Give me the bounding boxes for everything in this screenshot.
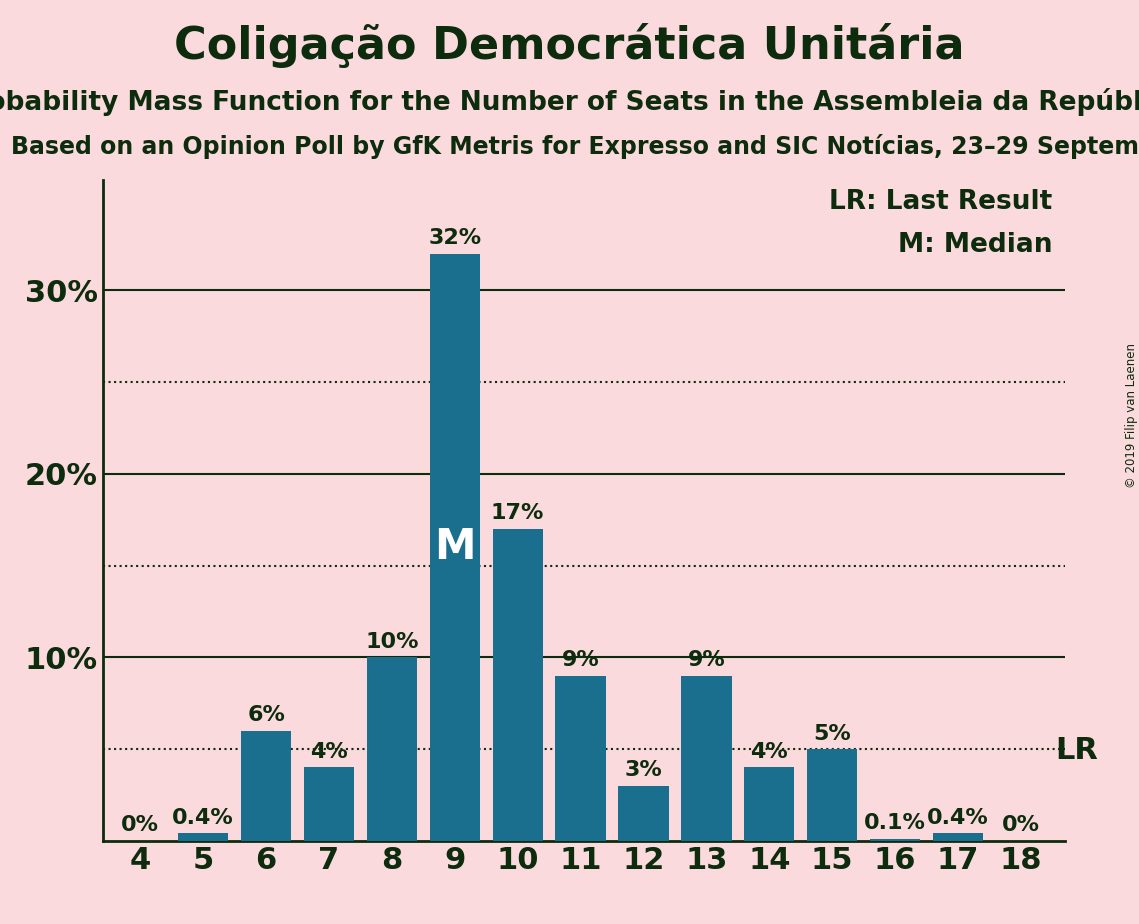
Text: 6%: 6% bbox=[247, 705, 285, 725]
Text: 0.1%: 0.1% bbox=[865, 813, 926, 833]
Bar bbox=[429, 253, 480, 841]
Bar bbox=[367, 657, 417, 841]
Text: 9%: 9% bbox=[688, 650, 726, 670]
Text: 9%: 9% bbox=[562, 650, 599, 670]
Text: 4%: 4% bbox=[751, 742, 788, 762]
Bar bbox=[304, 768, 354, 841]
Text: 0%: 0% bbox=[1002, 815, 1040, 835]
Bar bbox=[618, 785, 669, 841]
Text: 32%: 32% bbox=[428, 228, 482, 248]
Text: 17%: 17% bbox=[491, 504, 544, 523]
Text: Coligação Democrática Unitária: Coligação Democrática Unitária bbox=[174, 23, 965, 68]
Text: M: M bbox=[434, 526, 475, 568]
Text: © 2019 Filip van Laenen: © 2019 Filip van Laenen bbox=[1124, 344, 1138, 488]
Text: 0%: 0% bbox=[121, 815, 159, 835]
Text: M: Median: M: Median bbox=[898, 232, 1052, 258]
Bar bbox=[241, 731, 292, 841]
Bar bbox=[933, 833, 983, 841]
Bar bbox=[556, 675, 606, 841]
Text: 0.4%: 0.4% bbox=[172, 808, 233, 828]
Bar bbox=[681, 675, 731, 841]
Text: 0.4%: 0.4% bbox=[927, 808, 989, 828]
Text: 10%: 10% bbox=[366, 632, 419, 651]
Bar bbox=[492, 529, 543, 841]
Bar bbox=[808, 749, 858, 841]
Text: Based on an Opinion Poll by GfK Metris for Expresso and SIC Notícias, 23–29 Sept: Based on an Opinion Poll by GfK Metris f… bbox=[11, 134, 1139, 159]
Text: LR: LR bbox=[1056, 736, 1098, 765]
Text: 4%: 4% bbox=[310, 742, 347, 762]
Text: 3%: 3% bbox=[624, 760, 663, 780]
Bar bbox=[870, 839, 920, 841]
Bar bbox=[744, 768, 795, 841]
Text: Probability Mass Function for the Number of Seats in the Assembleia da República: Probability Mass Function for the Number… bbox=[0, 88, 1139, 116]
Text: 5%: 5% bbox=[813, 723, 851, 744]
Bar bbox=[178, 833, 228, 841]
Text: LR: Last Result: LR: Last Result bbox=[829, 189, 1052, 215]
